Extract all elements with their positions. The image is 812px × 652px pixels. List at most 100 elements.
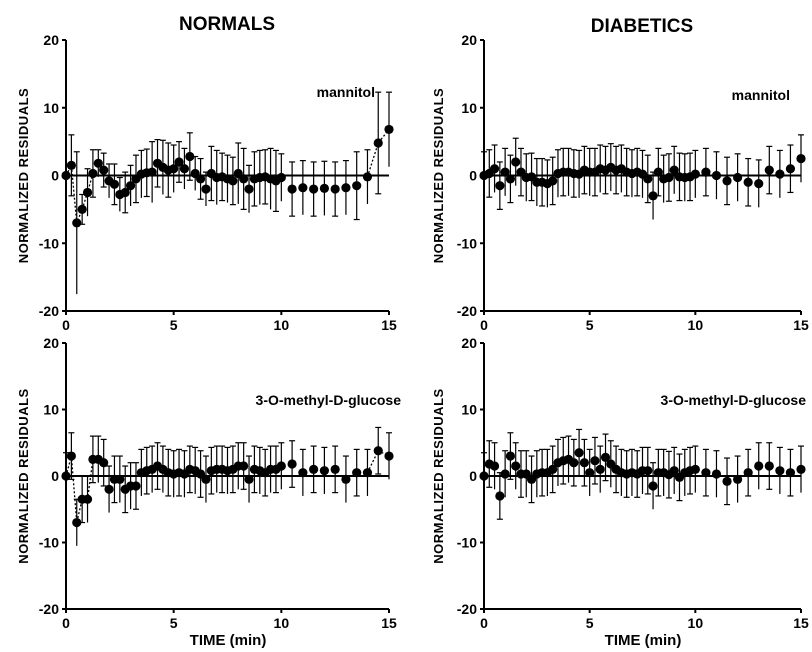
chart-panel: -20 -10 0 10 20 0 5 10 15 NORMALIZED RESIDUALS man… [431, 32, 809, 333]
data-point [489, 164, 500, 174]
y-tick-label: -20 [39, 303, 59, 319]
data-point [362, 468, 373, 478]
data-point [775, 466, 785, 476]
data-point [201, 474, 211, 484]
data-point [669, 466, 679, 476]
data-point [61, 170, 71, 181]
data-point [298, 468, 308, 478]
y-tick-label: -20 [457, 303, 477, 319]
data-point [590, 456, 600, 466]
data-point [174, 157, 184, 167]
data-point [228, 176, 238, 186]
data-point [505, 174, 516, 184]
x-tick-label: 15 [381, 317, 397, 333]
data-point [701, 167, 711, 177]
data-point [384, 451, 394, 461]
data-point [701, 468, 711, 478]
data-point [489, 461, 500, 471]
y-tick-label: 20 [43, 32, 59, 48]
x-tick-label: 15 [381, 615, 397, 631]
y-tick-label: 0 [469, 468, 477, 484]
data-point [66, 451, 76, 461]
data-point [690, 169, 700, 179]
data-point [722, 476, 732, 486]
x-tick-label: 0 [62, 615, 70, 631]
data-point [352, 181, 362, 191]
data-point [643, 466, 653, 476]
data-point [579, 458, 589, 468]
x-tick-label: 15 [793, 615, 809, 631]
column-title-diabetics: DIABETICS [591, 16, 693, 37]
data-point [754, 461, 764, 471]
data-point [126, 181, 136, 191]
data-point [796, 153, 806, 164]
series-label: mannitol [732, 87, 790, 103]
data-point [775, 169, 785, 179]
data-point [93, 158, 103, 168]
y-tick-label: 20 [461, 335, 477, 351]
data-point [785, 468, 796, 478]
y-tick-label: 20 [43, 335, 59, 351]
data-point [276, 172, 286, 183]
data-point [754, 179, 764, 189]
x-tick-label: 10 [688, 317, 704, 333]
x-axis-title: TIME (min) [190, 632, 267, 649]
connector-line [65, 455, 94, 523]
data-point [648, 481, 658, 491]
data-point [239, 174, 249, 184]
data-point [66, 160, 76, 170]
y-axis-title: NORMALIZED RESIDUALS [16, 388, 31, 563]
data-point [341, 183, 351, 193]
y-axis-title: NORMALIZED RESIDUALS [431, 88, 446, 263]
chart-panel: -20 -10 0 10 20 0 5 10 15 NORMALIZED RESIDUALS TIM… [431, 335, 809, 649]
data-point [796, 464, 806, 474]
data-point [548, 176, 558, 186]
data-point [764, 165, 774, 175]
column-title-normals: NORMALS [179, 14, 275, 35]
series-label: 3-O-methyl-D-glucose [661, 392, 807, 408]
x-tick-label: 10 [274, 317, 290, 333]
data-point [201, 184, 211, 194]
data-point [495, 491, 505, 501]
y-tick-label: 0 [51, 168, 59, 184]
data-point [330, 184, 340, 194]
data-point [179, 164, 190, 174]
x-tick-label: 5 [586, 317, 594, 333]
y-tick-label: 0 [469, 168, 477, 184]
data-point [495, 181, 505, 191]
y-tick-label: 10 [461, 100, 477, 116]
x-tick-label: 0 [62, 317, 70, 333]
data-point [733, 474, 743, 484]
chart-panel: -20 -10 0 10 20 0 5 10 15 NORMALIZED RESIDUALS TIM… [16, 335, 401, 649]
data-point [511, 461, 521, 471]
data-point [330, 464, 340, 474]
x-tick-label: 5 [170, 317, 178, 333]
y-tick-label: -10 [457, 235, 477, 251]
data-point [600, 452, 611, 462]
x-axis-title: TIME (min) [605, 632, 682, 649]
x-tick-label: 15 [793, 317, 809, 333]
data-point [764, 461, 774, 471]
data-point [109, 179, 120, 189]
data-point [72, 517, 82, 528]
data-point [574, 448, 584, 458]
data-point [244, 474, 254, 484]
data-point [548, 464, 558, 474]
data-point [185, 151, 195, 162]
data-point [352, 468, 362, 478]
y-tick-label: -20 [39, 601, 59, 617]
data-point [61, 471, 71, 481]
data-point [120, 187, 130, 198]
data-point [479, 471, 489, 481]
data-point [195, 174, 206, 184]
y-tick-label: -20 [457, 601, 477, 617]
data-point [72, 218, 82, 228]
x-tick-label: 10 [688, 615, 704, 631]
data-point [711, 170, 722, 181]
data-point [569, 458, 579, 468]
y-tick-label: 0 [51, 468, 59, 484]
data-point [82, 187, 93, 198]
data-point [99, 165, 109, 175]
x-tick-label: 0 [480, 615, 488, 631]
